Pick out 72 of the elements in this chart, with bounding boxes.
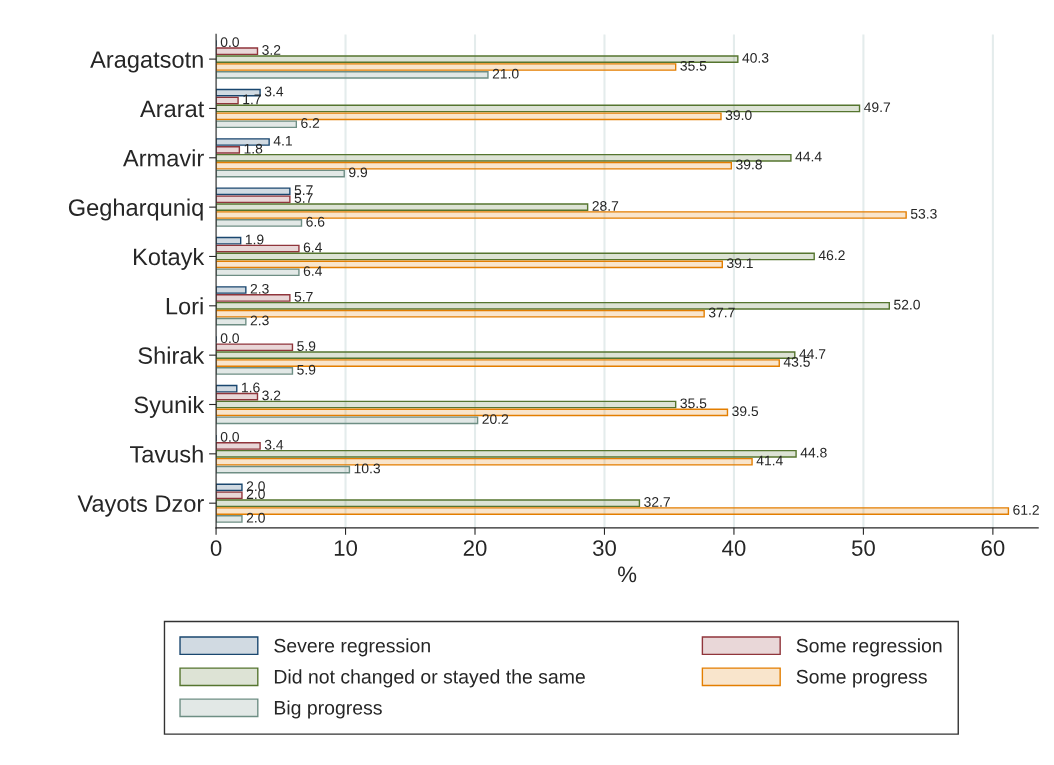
data-label: 39.0	[725, 110, 752, 121]
data-label: 6.4	[303, 266, 322, 276]
y-tick-label: Ararat	[140, 100, 205, 118]
data-label: 40.3	[742, 52, 769, 63]
y-tick-label: Gegharquniq	[68, 198, 203, 221]
x-tick-label: 30	[592, 540, 616, 556]
legend-label: Some regression	[796, 638, 942, 657]
x-tick-label: 40	[722, 540, 746, 556]
data-label: 2.0	[246, 512, 265, 523]
data-label: 0.0	[220, 333, 239, 344]
data-label: 6.2	[301, 118, 320, 128]
data-label: 5.7	[294, 185, 313, 196]
y-tick-label: Aragatsotn	[90, 51, 203, 73]
legend-label: Big progress	[274, 700, 382, 719]
data-label: 9.9	[349, 167, 368, 178]
data-label: 3.2	[262, 45, 281, 55]
data-label: 21.0	[492, 68, 519, 79]
data-label: 39.5	[732, 406, 759, 417]
data-label: 39.1	[726, 258, 753, 269]
data-label: 0.0	[220, 37, 239, 48]
x-tick-label: 20	[463, 540, 487, 556]
data-label: 6.6	[306, 216, 325, 227]
legend-label: Some progress	[796, 669, 927, 688]
data-label: 37.7	[708, 307, 735, 318]
data-label: 1.9	[245, 234, 264, 245]
data-label: 32.7	[644, 497, 670, 507]
data-label: 5.7	[294, 193, 313, 203]
data-label: 39.8	[736, 159, 762, 170]
x-tick-label: 60	[981, 540, 1005, 556]
data-label: 41.4	[756, 455, 783, 466]
data-label: 49.7	[864, 102, 891, 113]
data-label: 1.7	[243, 94, 261, 105]
data-label: 1.8	[244, 143, 263, 154]
y-tick-label: Kotayk	[134, 247, 205, 270]
y-tick-label: Shirak	[138, 346, 205, 364]
y-tick-label: Armavir	[122, 149, 204, 167]
data-label: 52.0	[894, 299, 920, 310]
data-label: 3.2	[262, 390, 281, 401]
x-tick-label: 50	[851, 540, 875, 556]
data-label: 0.0	[220, 431, 239, 442]
data-label: 2.3	[250, 283, 269, 294]
data-label: 3.4	[264, 439, 284, 450]
y-tick-label: Vayots Dzor	[77, 495, 204, 517]
y-tick-label: Tavush	[130, 445, 203, 463]
data-label: 46.2	[818, 250, 845, 261]
data-label: 2.0	[246, 481, 265, 492]
data-label: 3.4	[264, 86, 284, 97]
data-label: 53.3	[910, 208, 937, 219]
data-label: 35.5	[680, 60, 707, 71]
data-label: 5.9	[297, 364, 316, 375]
legend-label: Severe regression	[274, 638, 430, 657]
y-tick-label: Syunik	[134, 395, 205, 418]
data-label: 1.6	[242, 382, 260, 393]
y-tick-label: Lori	[166, 297, 203, 315]
data-label: 2.3	[250, 315, 269, 326]
x-tick-label: 10	[334, 540, 358, 556]
x-tick-label: 0	[210, 540, 222, 556]
data-label: 43.5	[783, 356, 810, 367]
data-label: 28.7	[592, 201, 619, 211]
legend-label: Did not changed or stayed the same	[274, 669, 585, 688]
data-label: 6.4	[303, 242, 322, 253]
data-label: 20.2	[482, 414, 509, 425]
data-label: 4.1	[273, 136, 292, 146]
x-axis-title: %	[618, 566, 637, 583]
data-label: 44.7	[799, 349, 826, 359]
data-label: 44.4	[795, 151, 822, 162]
data-label: 5.7	[294, 291, 313, 302]
data-label: 61.2	[1013, 504, 1039, 515]
data-label: 5.9	[297, 341, 316, 351]
data-label: 44.8	[800, 447, 827, 458]
data-label: 10.3	[354, 463, 381, 474]
data-label: 35.5	[680, 398, 707, 409]
